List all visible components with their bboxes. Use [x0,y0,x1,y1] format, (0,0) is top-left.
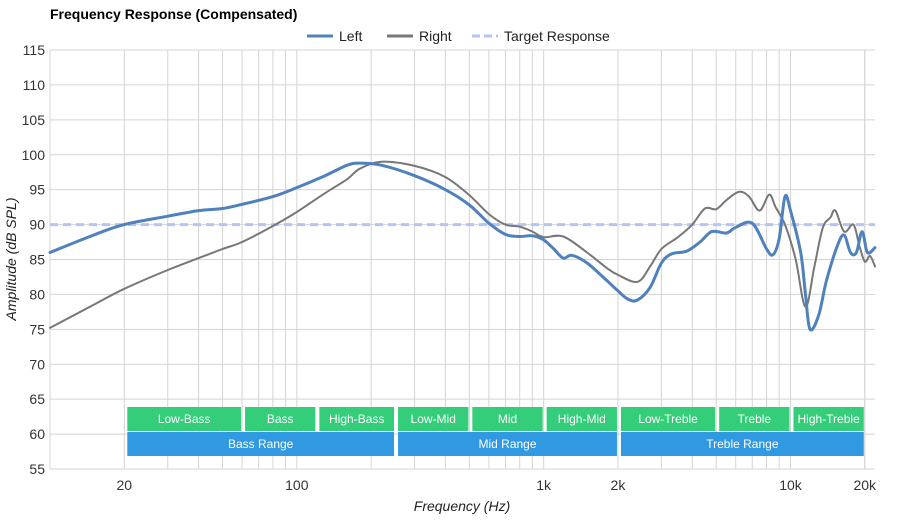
band-top [546,407,617,431]
band-bottom [620,432,864,456]
band-bottom [398,432,617,456]
y-axis-ticks: 55 60 65 70 75 80 85 90 95 100 105 110 115 [22,42,46,477]
band-range-label: Bass Range [228,437,294,451]
band-label: High-Mid [558,412,606,426]
x-axis-label: Frequency (Hz) [414,498,510,514]
band-top [620,407,716,431]
x-tick-label: 10k [779,477,803,493]
chart-title: Frequency Response (Compensated) [50,6,297,22]
y-tick-label: 85 [29,252,45,268]
band-bottom [127,432,395,456]
y-tick-label: 100 [22,147,46,163]
x-tick-label: 2k [611,477,627,493]
x-tick-label: 1k [536,477,552,493]
band-top [319,407,395,431]
legend-label-target-response: Target Response [504,28,610,44]
y-tick-label: 70 [29,356,45,372]
band-label: Bass [267,412,294,426]
y-axis-label: Amplitude (dB SPL) [3,198,19,322]
y-tick-label: 75 [29,321,45,337]
y-tick-label: 110 [23,77,46,93]
band-label: Low-Mid [411,412,456,426]
grid [49,49,875,470]
band-top [398,407,469,431]
band-label: Low-Bass [158,412,211,426]
band-label: Low-Treble [638,412,698,426]
series-lines [48,160,877,332]
legend[interactable]: Left Right Target Response [307,28,610,44]
band-range-label: Treble Range [706,437,779,451]
y-tick-label: 105 [22,112,46,128]
band-label: High-Bass [329,412,384,426]
y-tick-label: 90 [29,217,45,233]
band-top [719,407,790,431]
frequency-bands: Low-Bass Bass High-Bass Low-Mid Mid High-Mid L… [127,407,864,456]
y-tick-label: 95 [29,182,45,198]
band-top [472,407,543,431]
legend-label-right: Right [419,28,452,44]
series-right-line [49,160,876,329]
x-tick-label: 20k [853,477,877,493]
band-range-label: Mid Range [478,437,536,451]
y-tick-label: 65 [29,391,45,407]
band-label: High-Treble [798,412,861,426]
y-tick-label: 115 [23,42,46,58]
band-top [245,407,316,431]
band-top [127,407,242,431]
x-axis-ticks: 20 100 1k 2k 10k 20k [117,477,878,493]
x-tick-label: 100 [285,477,309,493]
legend-label-left: Left [339,28,362,44]
series-left-line [48,161,877,332]
band-label: Mid [498,412,517,426]
y-tick-label: 60 [29,426,45,442]
y-tick-label: 55 [29,461,45,477]
y-tick-label: 80 [29,286,45,302]
band-label: Treble [738,412,772,426]
band-top [793,407,864,431]
x-tick-label: 20 [117,477,133,493]
